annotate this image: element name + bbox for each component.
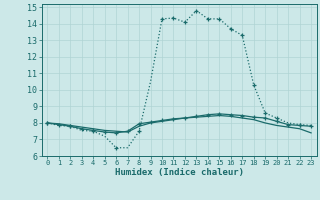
X-axis label: Humidex (Indice chaleur): Humidex (Indice chaleur) xyxy=(115,168,244,177)
